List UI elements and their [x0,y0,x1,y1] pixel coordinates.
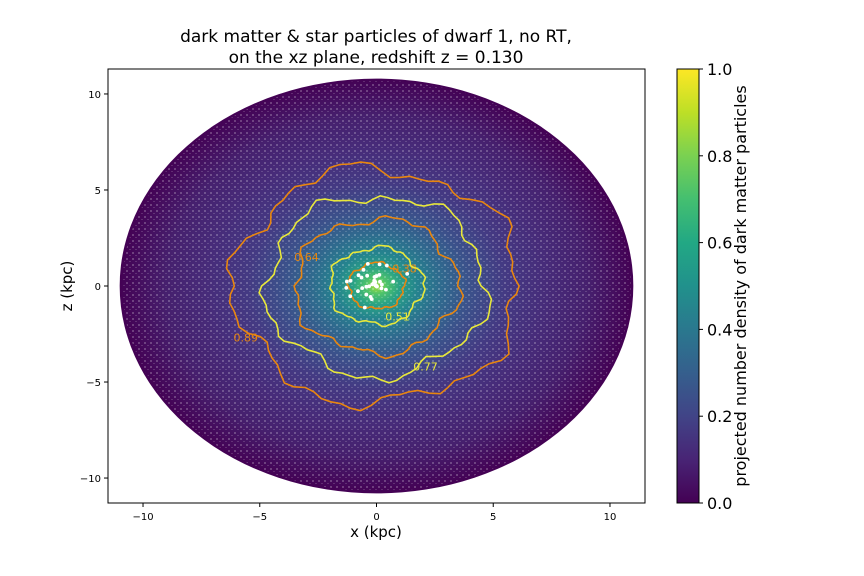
contour-label: 0.51 [385,311,410,324]
star-particle [362,305,367,310]
y-axis-ticks: −10 −5 0 5 10 [80,90,108,485]
chart-title-line1: dark matter & star particles of dwarf 1,… [180,27,572,47]
star-particle [361,267,366,272]
x-tick-label: 10 [604,512,617,523]
y-tick-label: 10 [88,90,101,101]
contour-label: 0.64 [294,251,319,264]
colorbar-tick-label: 0.8 [707,147,732,166]
colorbar-label: projected number density of dark matter … [731,85,750,486]
colorbar-tick-label: 1.0 [707,60,732,79]
star-particle [378,279,382,284]
x-tick-label: 0 [373,512,379,523]
star-particle [365,261,370,266]
plot-area: 0.38 0.51 0.64 0.77 0.89 [108,69,645,503]
star-particle [374,274,379,278]
y-tick-label: 5 [95,186,101,197]
star-particles [344,261,410,310]
star-particle [359,275,364,280]
star-particle [344,279,349,284]
star-particle [368,294,373,299]
star-particle [379,286,384,291]
star-particle [344,285,349,290]
star-particle [391,279,396,284]
contour-label: 0.38 [392,263,417,276]
star-particle [384,287,388,292]
colorbar-ticks: 0.0 0.2 0.4 0.6 0.8 1.0 [699,60,732,513]
x-axis-ticks: −10 −5 0 5 10 [132,503,616,523]
x-tick-label: 5 [490,512,496,523]
contour-line [225,161,520,412]
colorbar-tick-label: 0.4 [707,320,732,339]
star-particle [367,284,372,289]
star-particle [365,273,370,278]
colorbar: 0.0 0.2 0.4 0.6 0.8 1.0 projected number dens… [676,60,750,513]
star-particle [356,273,361,278]
star-particle [364,292,369,297]
y-tick-label: 0 [95,282,101,293]
contour-lines: 0.38 0.51 0.64 0.77 0.89 [225,161,520,412]
star-particle [348,278,353,283]
chart-title-line2: on the xz plane, redshift z = 0.130 [229,48,524,68]
star-particle [373,283,378,288]
contour-label: 0.77 [413,360,438,373]
contour-line [293,214,465,360]
star-particle [379,282,384,287]
star-particle [377,262,382,267]
y-tick-label: −5 [86,378,101,389]
star-particle [405,271,410,276]
contour-line [258,195,493,384]
star-particle [360,286,365,291]
star-particle [348,294,353,299]
star-particle [377,272,382,277]
y-axis-label: z (kpc) [58,261,76,312]
x-axis-label: x (kpc) [350,523,402,541]
colorbar-tick-label: 0.2 [707,407,732,426]
star-particle [384,263,389,268]
colorbar-gradient [676,68,700,504]
contour-label: 0.89 [234,332,259,345]
contour-line [345,260,408,310]
colorbar-tick-label: 0.0 [707,494,732,513]
star-particle [356,289,360,294]
x-tick-label: −5 [252,512,267,523]
x-tick-label: −10 [132,512,153,523]
star-particle [364,284,369,289]
colorbar-tick-label: 0.6 [707,234,732,253]
y-tick-label: −10 [80,474,101,485]
contour-line [328,244,427,328]
